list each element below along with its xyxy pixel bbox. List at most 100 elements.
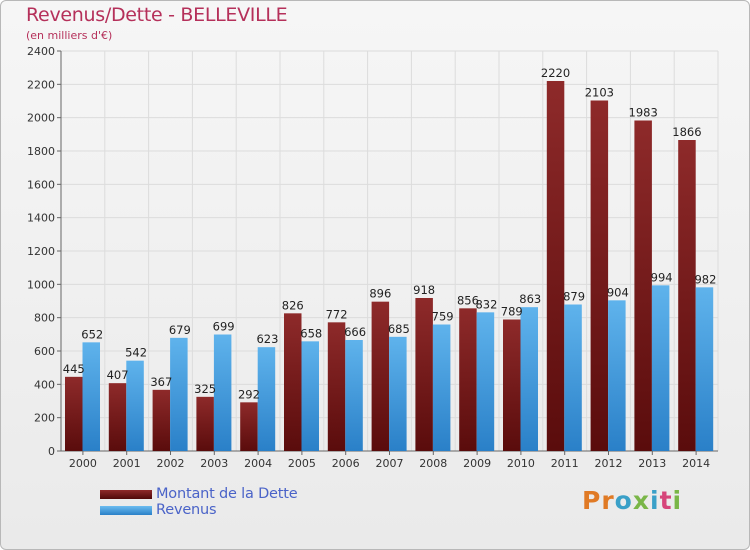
data-label-revenus: 679 [169, 323, 191, 337]
x-tick-label: 2009 [463, 457, 491, 470]
x-tick-label: 2007 [376, 457, 404, 470]
data-label-revenus: 994 [651, 270, 673, 284]
bar-debt [108, 383, 127, 451]
data-label-debt: 918 [413, 283, 435, 297]
bar-revenus [126, 360, 144, 451]
bar-debt [546, 81, 565, 451]
y-tick-label: 200 [34, 412, 55, 425]
bar-revenus [695, 287, 714, 451]
data-label-revenus: 652 [81, 327, 103, 341]
data-label-revenus: 623 [256, 332, 278, 346]
y-tick-label: 1800 [27, 145, 55, 158]
data-label-debt: 2103 [585, 86, 614, 100]
x-tick-label: 2004 [244, 457, 272, 470]
y-tick-label: 600 [34, 345, 55, 358]
chart-title: Revenus/Dette - BELLEVILLE [26, 4, 288, 26]
logo-letter: P [582, 486, 602, 515]
data-label-debt: 856 [457, 293, 479, 307]
data-label-debt: 445 [63, 362, 85, 376]
data-label-revenus: 658 [300, 326, 322, 340]
x-tick-label: 2001 [113, 457, 141, 470]
bar-debt [196, 396, 214, 451]
data-label-debt: 896 [369, 287, 391, 301]
bar-revenus [476, 312, 495, 451]
data-label-revenus: 685 [388, 322, 410, 336]
bar-debt [415, 298, 433, 451]
logo-letter: t [659, 486, 673, 515]
y-tick-label: 2400 [27, 45, 55, 58]
data-label-revenus: 832 [475, 297, 497, 311]
bar-debt [459, 308, 477, 451]
legend-label-revenus: Revenus [156, 502, 217, 518]
bar-revenus [82, 342, 100, 451]
proxiti-logo: Proxiti [582, 486, 682, 515]
bar-debt [503, 319, 521, 451]
y-tick-label: 1000 [27, 278, 55, 291]
data-label-debt: 367 [150, 375, 172, 389]
bar-revenus [213, 334, 232, 451]
y-tick-label: 1200 [27, 245, 55, 258]
legend-item-revenus: Revenus [100, 502, 297, 518]
bar-debt [284, 313, 302, 451]
logo-letter: x [632, 486, 650, 515]
x-tick-label: 2008 [419, 457, 447, 470]
data-label-revenus: 904 [607, 285, 629, 299]
x-tick-label: 2002 [157, 457, 185, 470]
x-tick-label: 2005 [288, 457, 316, 470]
data-label-debt: 292 [238, 387, 260, 401]
data-label-revenus: 759 [432, 310, 454, 324]
logo-letter: r [601, 486, 615, 515]
data-label-debt: 1866 [672, 125, 701, 139]
bar-revenus [520, 307, 538, 451]
data-label-debt: 789 [501, 305, 523, 319]
legend-item-debt: Montant de la Dette [100, 486, 298, 502]
x-tick-label: 2010 [507, 457, 535, 470]
bar-debt [634, 120, 652, 451]
bar-revenus [170, 337, 188, 451]
y-tick-label: 800 [34, 312, 55, 325]
data-label-revenus: 863 [519, 292, 541, 306]
data-label-debt: 325 [194, 382, 216, 396]
x-tick-label: 2011 [551, 457, 579, 470]
logo-letter: i [650, 486, 660, 515]
bar-revenus [345, 340, 363, 451]
bar-debt [590, 100, 609, 451]
logo-letter: i [672, 486, 683, 515]
data-label-debt: 1983 [629, 106, 658, 120]
legend: Montant de la Dette Revenus [100, 486, 298, 518]
x-tick-label: 2003 [200, 457, 228, 470]
legend-label-debt: Montant de la Dette [156, 486, 298, 502]
bar-revenus [389, 336, 407, 451]
chart-subtitle: (en milliers d'€) [26, 29, 113, 42]
legend-swatch-revenus [100, 505, 152, 515]
bar-revenus [257, 347, 276, 451]
legend-swatch-debt [100, 489, 152, 499]
bar-revenus [432, 324, 451, 451]
bars [65, 81, 714, 451]
data-label-debt: 772 [326, 307, 348, 321]
y-tick-label: 2200 [27, 78, 55, 91]
bar-revenus [608, 300, 626, 451]
bar-debt [678, 140, 696, 451]
x-tick-label: 2000 [69, 457, 97, 470]
x-tick-label: 2006 [332, 457, 360, 470]
bar-revenus [651, 285, 670, 451]
y-tick-label: 400 [34, 378, 55, 391]
x-tick-label: 2014 [682, 457, 710, 470]
data-label-revenus: 699 [213, 320, 235, 334]
data-label-debt: 826 [282, 298, 304, 312]
x-tick-label: 2013 [638, 457, 666, 470]
data-label-revenus: 542 [125, 346, 147, 360]
bar-debt [65, 376, 83, 451]
bar-debt [240, 402, 258, 451]
y-tick-label: 1600 [27, 178, 55, 191]
labels: 445 652 407 542 367 679 325 699 292 623 826 658 772 6… [63, 66, 717, 401]
bar-debt [152, 389, 171, 451]
bar-debt [327, 322, 346, 451]
data-label-debt: 2220 [541, 66, 570, 80]
bar-revenus [564, 304, 582, 451]
axes: 0 200 400 600 800 1000 1200 1400 1600 1800 2000 220… [27, 45, 718, 470]
y-tick-label: 1400 [27, 212, 55, 225]
